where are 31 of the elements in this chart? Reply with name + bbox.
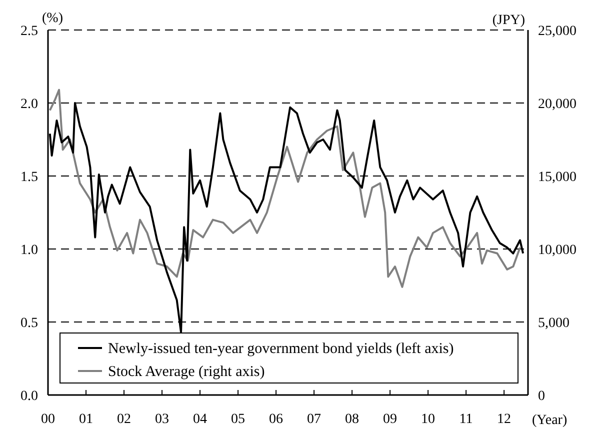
y-tick-label: 2.0 xyxy=(20,97,38,112)
x-tick-label: 09 xyxy=(383,412,398,427)
legend-label: Stock Average (right axis) xyxy=(108,364,265,380)
x-tick-label: 05 xyxy=(231,412,246,427)
y2-tick-label: 20,000 xyxy=(538,97,576,112)
x-tick-label: 08 xyxy=(345,412,360,427)
y-tick-label: 2.5 xyxy=(20,24,38,39)
y2-tick-label: 15,000 xyxy=(538,170,576,185)
x-tick-label: 07 xyxy=(307,412,322,427)
line-series xyxy=(48,88,522,288)
y2-tick-label: 0 xyxy=(538,389,545,404)
legend-label: Newly-issued ten-year government bond yields (left axis) xyxy=(108,341,454,357)
x-axis-title: (Year) xyxy=(532,413,568,428)
y-tick-label: 0.0 xyxy=(20,389,38,404)
y2-tick-label: 5,000 xyxy=(538,316,570,331)
y-axis-title: (%) xyxy=(42,11,64,26)
x-tick-label: 12 xyxy=(497,412,512,427)
x-tick-label: 11 xyxy=(459,412,473,427)
y-tick-label: 1.5 xyxy=(20,170,38,185)
y-tick-label: 0.5 xyxy=(20,316,38,331)
x-tick-label: 06 xyxy=(269,412,284,427)
x-tick-label: 00 xyxy=(41,412,55,427)
y2-tick-label: 10,000 xyxy=(538,243,576,258)
x-tick-label: 10 xyxy=(421,412,436,427)
x-tick-label: 04 xyxy=(193,412,208,427)
x-tick-label: 02 xyxy=(117,412,132,427)
x-tick-label: 03 xyxy=(155,412,170,427)
y-tick-label: 1.0 xyxy=(20,243,38,258)
x-tick-label: 01 xyxy=(79,412,94,427)
y2-tick-label: 25,000 xyxy=(538,24,576,39)
y2-axis-title: (JPY) xyxy=(492,13,526,28)
